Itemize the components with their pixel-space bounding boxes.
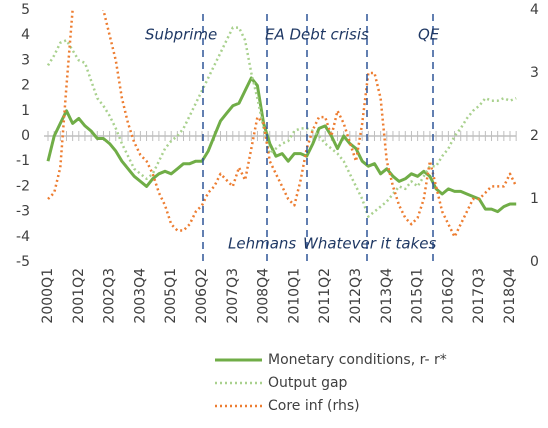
annotation: Subprime [145,26,217,44]
y2-tick-label: 1 [530,191,539,207]
legend-label: Output gap [268,375,348,391]
x-tick-label: 2007Q3 [225,268,241,324]
y-tick-label: -2 [16,178,30,194]
y-tick-label: 4 [21,27,30,43]
x-tick-label: 2013Q4 [379,268,395,324]
x-tick-label: 2008Q4 [256,268,272,324]
x-tick-label: 2011Q2 [317,268,333,324]
x-tick-label: 2018Q4 [502,268,518,324]
annotation: Lehmans [228,235,296,253]
y-tick-label: 2 [21,78,30,94]
y2-tick-label: 4 [530,2,539,18]
y-tick-label: -5 [16,254,30,270]
y2-tick-label: 0 [530,254,539,270]
x-tick-label: 2001Q2 [71,268,87,324]
y-tick-label: -3 [16,204,30,220]
series-line [46,76,517,214]
y2-tick-label: 3 [530,65,539,81]
annotation: Whatever it takes [303,235,436,253]
x-tick-label: 2006Q2 [194,268,210,324]
y-tick-label: -1 [16,153,30,169]
annotation: EA Debt crisis [265,26,369,44]
x-tick-label: 2016Q2 [440,268,456,324]
x-tick-label: 2005Q1 [163,268,179,324]
legend-label: Monetary conditions, r- r* [268,352,447,368]
annotation: QE [418,26,440,44]
y-tick-label: 3 [21,52,30,68]
y-tick-label: -4 [16,229,30,245]
legend-label: Core inf (rhs) [268,398,360,414]
x-tick-label: 2015Q1 [410,268,426,324]
x-tick-label: 2002Q3 [102,268,118,324]
x-tick-label: 2017Q3 [471,268,487,324]
y-tick-label: 5 [21,2,30,18]
y-tick-label: 0 [21,128,30,144]
y-tick-label: 1 [21,103,30,119]
x-tick-label: 2003Q4 [132,268,148,324]
y2-tick-label: 2 [530,128,539,144]
x-tick-label: 2010Q1 [286,268,302,324]
x-tick-label: 2012Q3 [348,268,364,324]
x-tick-label: 2000Q1 [40,268,56,324]
series-line [46,26,517,218]
